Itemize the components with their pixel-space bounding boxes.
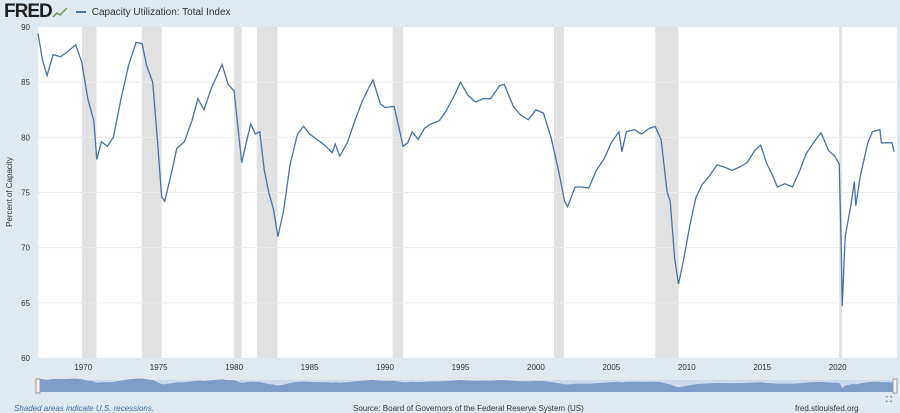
- fullscreen-icon[interactable]: ⛶: [885, 395, 892, 404]
- x-tick-label: 1975: [150, 363, 168, 372]
- legend-label: Capacity Utilization: Total Index: [91, 6, 231, 18]
- y-tick-label: 60: [21, 354, 30, 363]
- chart-header: FRED Capacity Utilization: Total Index: [4, 1, 231, 22]
- source-text: Source: Board of Governors of the Federa…: [353, 404, 584, 413]
- x-tick-label: 2020: [829, 363, 847, 372]
- x-tick-label: 2005: [602, 363, 620, 372]
- navigator[interactable]: [35, 378, 898, 394]
- y-tick-label: 85: [21, 78, 30, 87]
- x-tick-label: 1995: [452, 363, 470, 372]
- legend-swatch: [75, 11, 86, 13]
- navigator-left-handle[interactable]: [35, 378, 41, 394]
- x-tick-label: 2015: [753, 363, 771, 372]
- x-tick-label: 1990: [376, 363, 394, 372]
- series-line: [37, 33, 895, 307]
- recession-note[interactable]: Shaded areas indicate U.S. recessions.: [14, 404, 155, 413]
- y-tick-label: 80: [21, 133, 30, 142]
- y-tick-label: 90: [21, 23, 30, 32]
- x-tick-label: 1970: [74, 363, 92, 372]
- y-tick-label: 70: [21, 244, 30, 253]
- x-tick-label: 1985: [301, 363, 319, 372]
- navigator-right-handle[interactable]: [892, 378, 898, 394]
- y-tick-label: 65: [21, 299, 30, 308]
- y-axis-label: Percent of Capacity: [5, 157, 14, 227]
- x-tick-label: 2000: [527, 363, 545, 372]
- y-tick-label: 75: [21, 189, 30, 198]
- x-tick-label: 2010: [678, 363, 696, 372]
- x-tick-label: 1980: [225, 363, 243, 372]
- fred-logo[interactable]: FRED: [4, 1, 53, 22]
- site-link[interactable]: fred.stlouisfed.org: [795, 404, 859, 413]
- navigator-series: [38, 378, 895, 392]
- legend: Capacity Utilization: Total Index: [75, 6, 231, 18]
- chart-logo-icon: [52, 7, 68, 18]
